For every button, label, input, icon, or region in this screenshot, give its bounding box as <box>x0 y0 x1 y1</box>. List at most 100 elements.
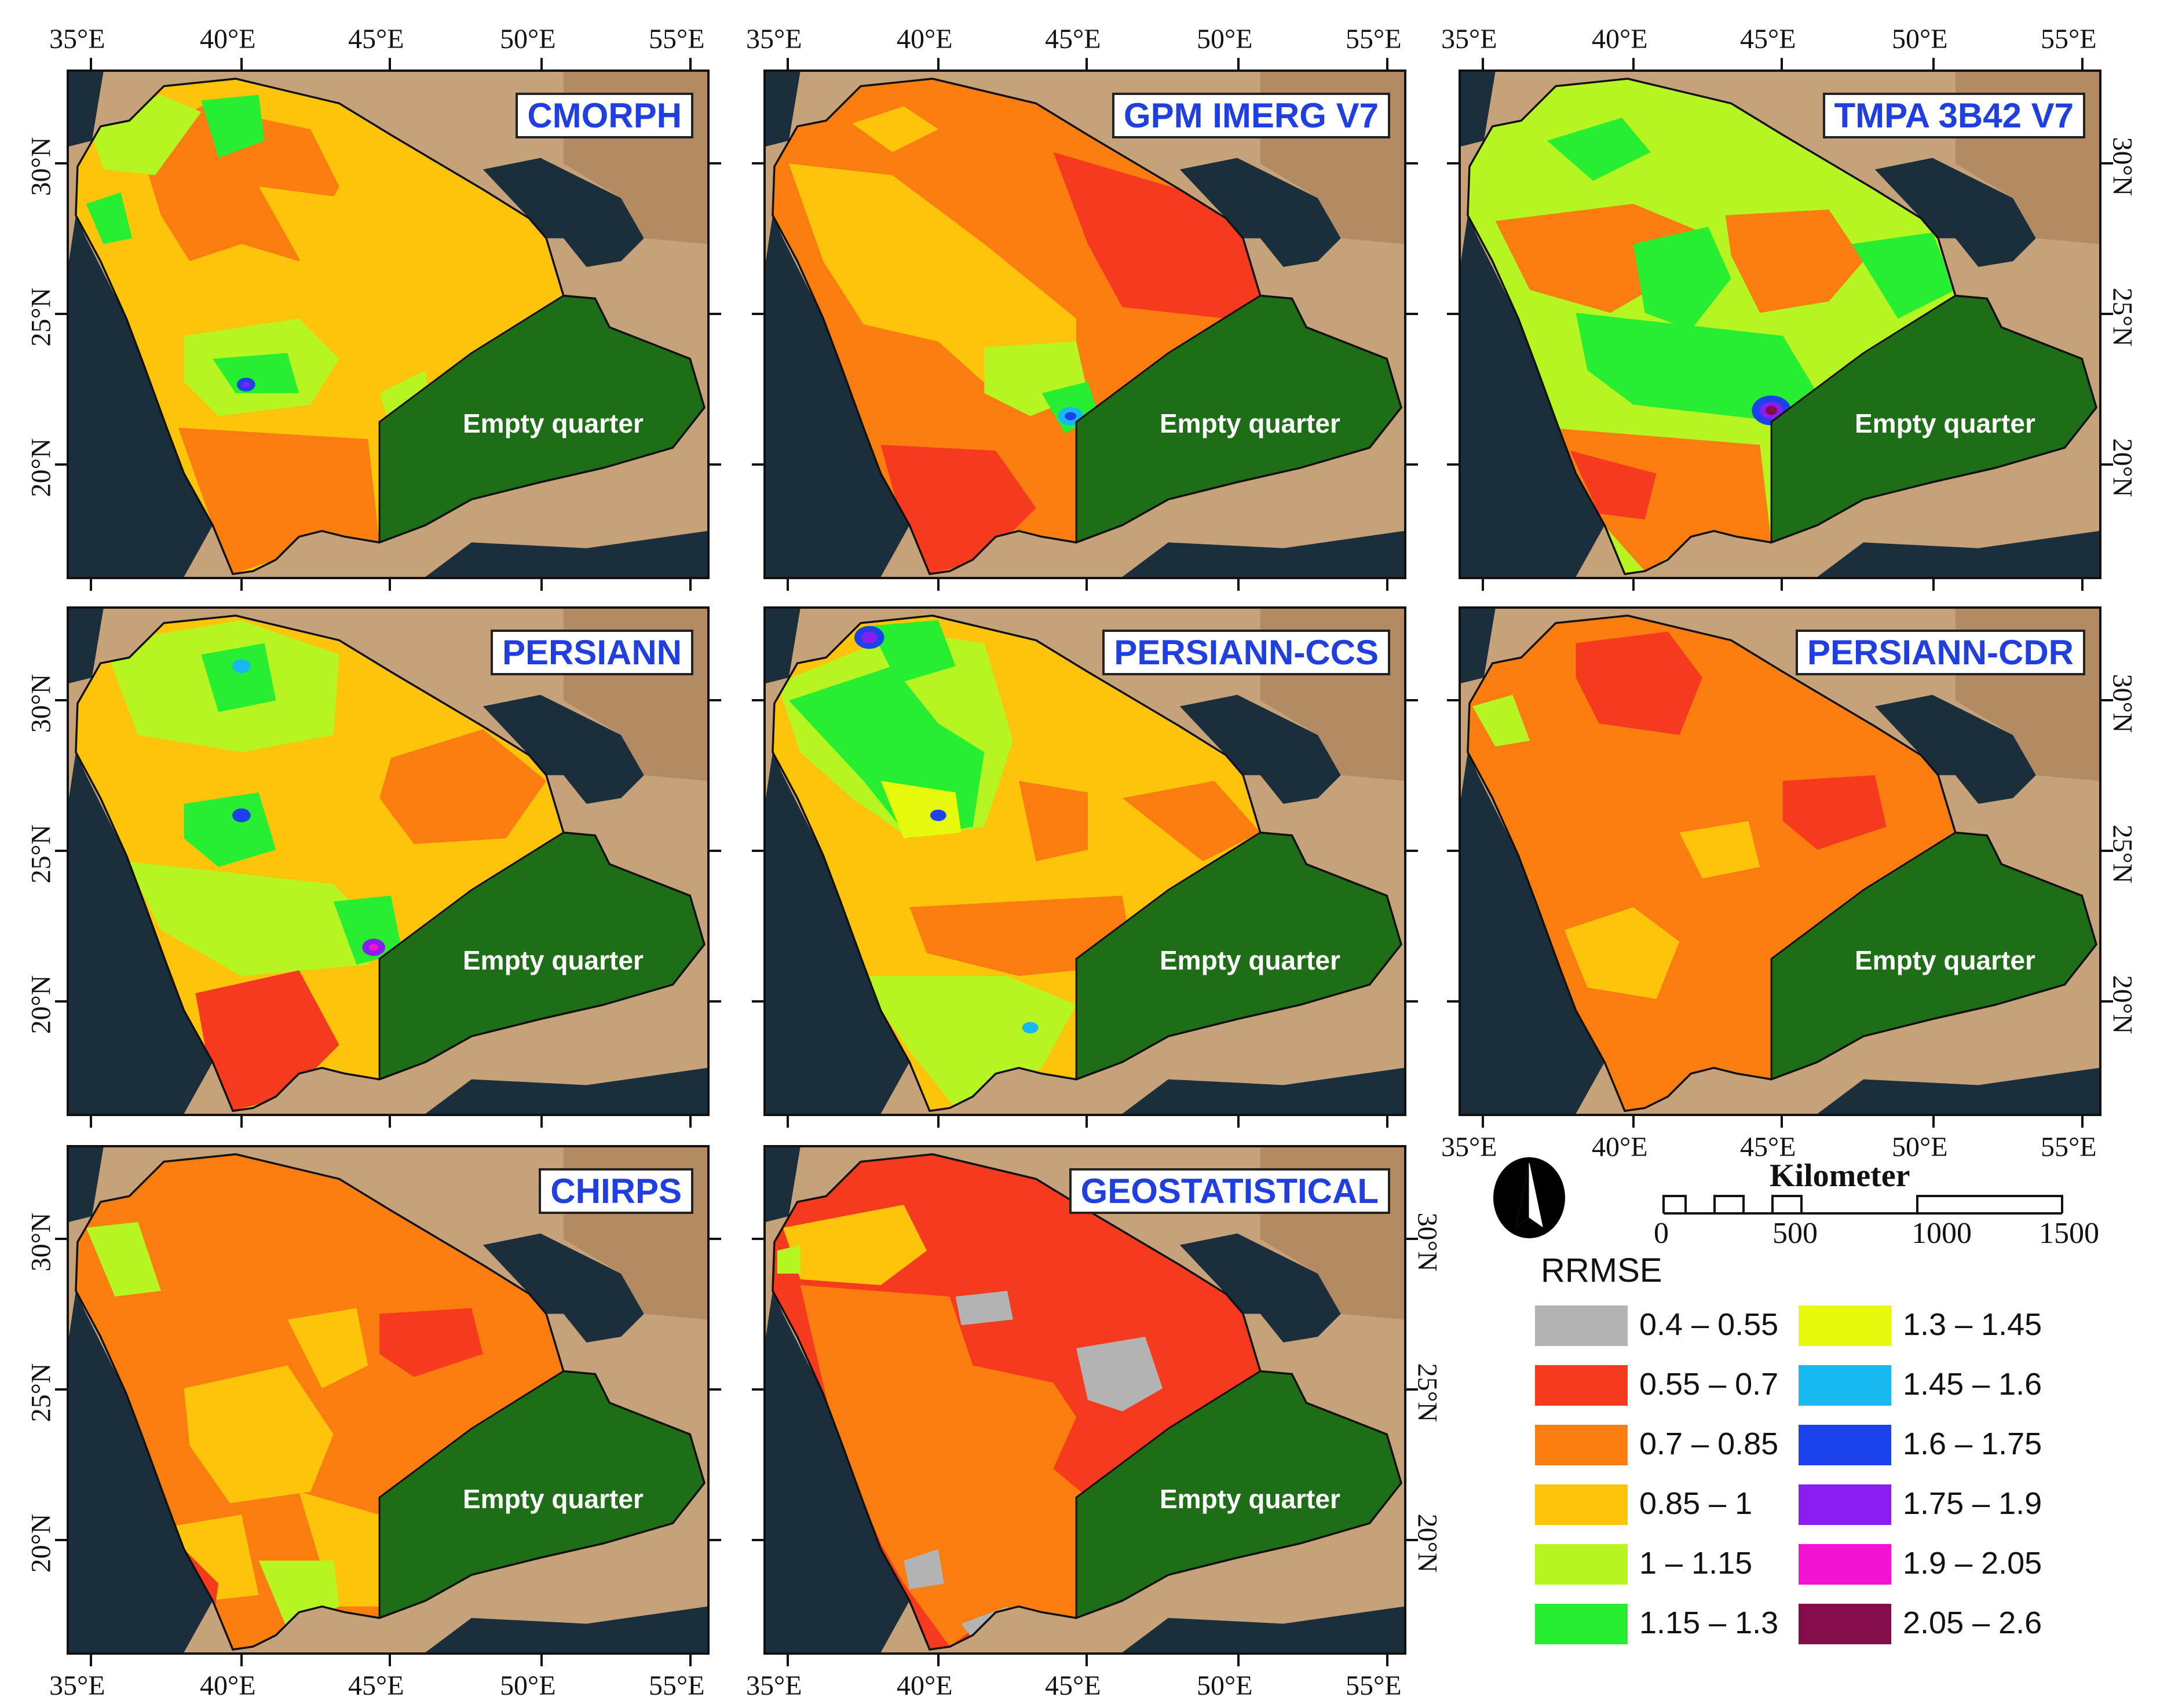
axis-tick <box>2101 1000 2113 1003</box>
rrmse-zone-4 <box>126 861 380 976</box>
rrmse-zone-5 <box>909 895 1134 976</box>
axis-tick <box>1447 162 1459 164</box>
axis-tick <box>2101 850 2113 852</box>
rrmse-zone-10 <box>242 382 250 387</box>
red-sea <box>1461 215 1605 577</box>
rrmse-zone-4 <box>1472 694 1530 747</box>
north-arrow-icon <box>1493 1157 1565 1238</box>
rrmse-zone-1 <box>1725 209 1863 313</box>
lat-label-right: 25°N <box>1412 1363 1443 1422</box>
panel-title: TMPA 3B42 V7 <box>1822 93 2085 138</box>
axis-tick <box>540 1116 543 1128</box>
axis-tick <box>710 1388 721 1391</box>
axis-tick <box>1086 1655 1088 1666</box>
scale-bar <box>1662 1187 2068 1216</box>
lon-label-bottom: 45°E <box>1740 1132 1796 1162</box>
lat-label-right: 20°N <box>2107 975 2138 1034</box>
axis-tick <box>1781 579 1783 591</box>
axis-tick <box>1406 463 1418 466</box>
axis-tick <box>689 1655 692 1666</box>
axis-tick <box>55 463 67 466</box>
rrmse-zone-3 <box>880 781 962 839</box>
axis-tick <box>240 1655 243 1666</box>
lon-label-top: 35°E <box>1441 24 1497 54</box>
rrmse-zone-11 <box>1022 1022 1039 1034</box>
rrmse-zone-7 <box>1852 232 1956 319</box>
axis-tick <box>1386 1655 1388 1666</box>
axis-tick <box>1406 162 1418 164</box>
rrmse-zone-1 <box>184 1365 334 1504</box>
gulf-of-aden <box>1122 1067 1404 1114</box>
axis-tick <box>787 1655 789 1666</box>
red-sea <box>69 215 213 577</box>
axis-tick <box>1386 58 1388 70</box>
country-border <box>772 1153 1402 1651</box>
lat-label-right: 30°N <box>2107 137 2138 196</box>
axis-tick <box>2081 1116 2084 1128</box>
axis-tick <box>1406 1238 1418 1240</box>
axis-tick <box>710 1238 721 1240</box>
gulf-of-aden <box>1817 1067 2099 1114</box>
persian-gulf <box>1874 158 2036 267</box>
axis-tick <box>1086 1116 1088 1128</box>
axis-tick <box>689 58 692 70</box>
legend-swatch <box>1535 1425 1628 1465</box>
lon-label-top: 55°E <box>1346 24 1402 54</box>
scale-bar-tick-label: 500 <box>1772 1217 1818 1250</box>
lat-label-right: 25°N <box>2107 287 2138 347</box>
mediterranean-edge <box>1461 72 1496 147</box>
rrmse-zone-8 <box>86 192 133 244</box>
axis-tick <box>389 1116 391 1128</box>
axis-tick <box>55 1539 67 1541</box>
axis-tick <box>937 1655 940 1666</box>
lon-label-top: 40°E <box>897 24 953 54</box>
legend-label: 1.15 – 1.3 <box>1639 1605 1779 1640</box>
persian-gulf <box>1179 694 1341 804</box>
axis-tick <box>710 1539 721 1541</box>
legend-label: 1.3 – 1.45 <box>1903 1307 2042 1342</box>
axis-tick <box>1447 699 1459 701</box>
lat-label-right: 30°N <box>1412 1212 1443 1272</box>
map-canvas <box>766 1147 1404 1652</box>
red-sea <box>1461 752 1605 1114</box>
lon-label-bottom: 40°E <box>1592 1132 1648 1162</box>
axis-tick <box>1406 313 1418 315</box>
rrmse-zone-7 <box>1122 781 1260 861</box>
axis-tick <box>787 1116 789 1128</box>
map-panel-tmpa: TMPA 3B42 V7 Empty quarter <box>1459 70 2101 579</box>
rrmse-zone-8 <box>232 808 251 822</box>
lon-label-bottom: 50°E <box>500 1670 556 1701</box>
axis-tick <box>540 1655 543 1666</box>
map-panel-gpm: GPM IMERG V7 Empty quarter <box>763 70 1406 579</box>
axis-tick <box>752 1539 763 1541</box>
axis-tick <box>1781 1116 1783 1128</box>
lon-label-bottom: 45°E <box>1045 1670 1101 1701</box>
rrmse-zone-1 <box>777 1245 801 1274</box>
rrmse-zone-3 <box>1633 226 1731 330</box>
axis-tick <box>710 699 721 701</box>
country-border <box>1467 78 2097 575</box>
map-panel-geostatistical: GEOSTATISTICAL Empty quarter <box>763 1145 1406 1655</box>
legend-swatch <box>1535 1365 1628 1406</box>
axis-tick <box>752 463 763 466</box>
rrmse-zone-7 <box>178 427 380 575</box>
axis-tick <box>1406 850 1418 852</box>
scale-bar-graphic <box>1662 1195 2063 1215</box>
red-sea <box>766 752 910 1114</box>
axis-tick <box>1237 1655 1240 1666</box>
mediterranean-edge <box>1461 609 1496 683</box>
panel-title: GEOSTATISTICAL <box>1069 1168 1390 1214</box>
gulf-of-aden <box>425 1067 707 1114</box>
axis-tick <box>752 699 763 701</box>
red-sea <box>69 1290 213 1652</box>
axis-tick <box>90 579 92 591</box>
rrmse-zone-0 <box>783 1205 927 1285</box>
axis-tick <box>55 699 67 701</box>
lat-label-left: 25°N <box>25 824 57 884</box>
axis-tick <box>689 1116 692 1128</box>
lon-label-bottom: 35°E <box>746 1670 802 1701</box>
rrmse-zone-2 <box>1576 313 1818 422</box>
axis-tick <box>1406 1388 1418 1391</box>
rrmse-zone-0 <box>788 163 1077 393</box>
axis-tick <box>710 1000 721 1003</box>
